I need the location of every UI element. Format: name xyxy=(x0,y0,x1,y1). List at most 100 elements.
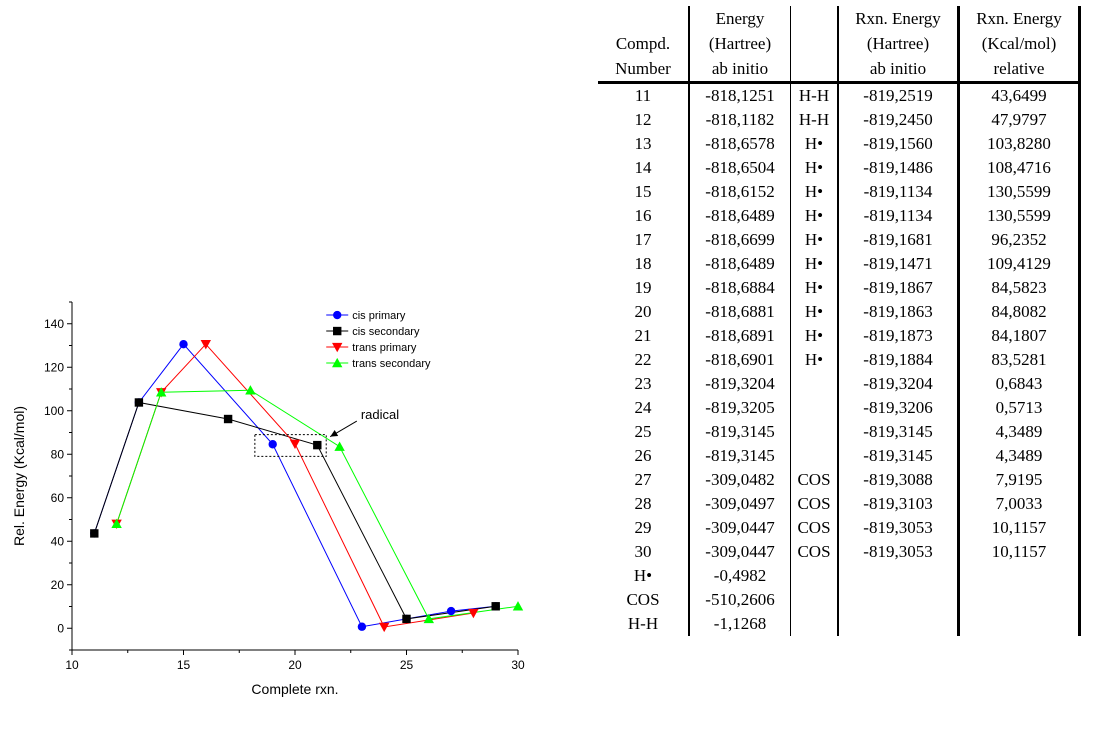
table-header-cell xyxy=(790,56,838,84)
table-cell: 28 xyxy=(598,492,690,516)
table-row: 23 -819,3204 -819,3204 0,6843 xyxy=(598,372,1081,396)
table-row: 19 -818,6884 H• -819,1867 84,5823 xyxy=(598,276,1081,300)
y-tick-label: 80 xyxy=(51,447,65,461)
data-point-cis-primary xyxy=(179,339,188,349)
table-cell: 7,9195 xyxy=(957,468,1081,492)
table-header-cell xyxy=(598,6,690,31)
table-header-cell: ab initio xyxy=(837,56,959,84)
table-cell xyxy=(790,588,838,612)
data-point-cis-secondary xyxy=(313,440,322,450)
table-header-cell xyxy=(790,31,838,56)
table-cell: COS xyxy=(790,468,838,492)
table-cell: H• xyxy=(790,156,838,180)
table-cell: H-H xyxy=(790,82,838,108)
table-cell: 109,4129 xyxy=(957,252,1081,276)
table-cell: -818,6881 xyxy=(688,300,791,324)
table-cell: 22 xyxy=(598,348,690,372)
table-header: Energy Rxn. Energy Rxn. Energy Compd. (Hartr… xyxy=(598,6,1081,84)
table-cell: -819,1486 xyxy=(837,156,959,180)
table-cell: 10,1157 xyxy=(957,540,1081,564)
series-line-trans-primary xyxy=(116,343,474,628)
table-cell: 4,3489 xyxy=(957,420,1081,444)
table-cell: 43,6499 xyxy=(957,82,1081,108)
y-tick-label: 100 xyxy=(44,404,64,418)
table-cell: -819,3145 xyxy=(688,420,791,444)
table-cell xyxy=(957,588,1081,612)
data-point-cis-secondary xyxy=(223,414,233,424)
table-row: 22 -818,6901 H• -819,1884 83,5281 xyxy=(598,348,1081,372)
legend-label: trans secondary xyxy=(352,358,431,370)
y-tick-label: 0 xyxy=(57,621,64,635)
x-tick-label: 15 xyxy=(177,658,191,672)
table-cell: -819,1873 xyxy=(837,324,959,348)
table-cell xyxy=(837,564,959,588)
table-cell: 84,8082 xyxy=(957,300,1081,324)
table-cell: 20 xyxy=(598,300,690,324)
table-cell: COS xyxy=(598,588,690,612)
table-cell: -818,6489 xyxy=(688,204,791,228)
table-cell xyxy=(837,612,959,636)
annotation-label: radical xyxy=(361,407,399,422)
table-cell: 26 xyxy=(598,444,690,468)
data-point-trans-primary xyxy=(289,439,301,450)
y-tick-label: 60 xyxy=(51,491,65,505)
table-cell xyxy=(790,564,838,588)
table-cell: 15 xyxy=(598,180,690,204)
table-cell xyxy=(790,612,838,636)
table-header-cell: ab initio xyxy=(688,56,791,84)
legend-marker-cis-primary xyxy=(333,310,342,320)
table-cell: 19 xyxy=(598,276,690,300)
table-cell: 14 xyxy=(598,156,690,180)
table-row: 24 -819,3205 -819,3206 0,5713 xyxy=(598,396,1081,420)
table-cell: 83,5281 xyxy=(957,348,1081,372)
y-axis-label: Rel. Energy (Kcal/mol) xyxy=(11,406,27,546)
legend-marker-cis-secondary xyxy=(333,326,342,336)
table-row: 30 -309,0447 COS -819,3053 10,1157 xyxy=(598,540,1081,564)
x-tick-label: 30 xyxy=(511,658,525,672)
table-cell: -819,1471 xyxy=(837,252,959,276)
table-cell: -510,2606 xyxy=(688,588,791,612)
table-row: 29 -309,0447 COS -819,3053 10,1157 xyxy=(598,516,1081,540)
table-cell: -819,3088 xyxy=(837,468,959,492)
table-cell: -819,3145 xyxy=(688,444,791,468)
data-point-trans-secondary xyxy=(512,601,524,611)
table-cell: H• xyxy=(790,228,838,252)
table-cell: 18 xyxy=(598,252,690,276)
table-cell: H• xyxy=(790,324,838,348)
table-cell: 27 xyxy=(598,468,690,492)
table-cell: 30 xyxy=(598,540,690,564)
data-point-trans-secondary xyxy=(156,387,167,397)
table-cell: 47,9797 xyxy=(957,108,1081,132)
table-cell: H• xyxy=(790,348,838,372)
table-row: 17 -818,6699 H• -819,1681 96,2352 xyxy=(598,228,1081,252)
table-row: 21 -818,6891 H• -819,1873 84,1807 xyxy=(598,324,1081,348)
table-cell: COS xyxy=(790,516,838,540)
legend-label: trans primary xyxy=(352,342,417,354)
table-cell: 96,2352 xyxy=(957,228,1081,252)
table-row: 13 -818,6578 H• -819,1560 103,8280 xyxy=(598,132,1081,156)
table-cell: 23 xyxy=(598,372,690,396)
table-row: 15 -818,6152 H• -819,1134 130,5599 xyxy=(598,180,1081,204)
y-tick-label: 120 xyxy=(44,360,64,374)
table-cell: 25 xyxy=(598,420,690,444)
table-cell: 16 xyxy=(598,204,690,228)
table-header-cell: Compd. xyxy=(598,31,690,56)
data-point-cis-primary xyxy=(357,622,367,631)
table-cell: H• xyxy=(790,132,838,156)
table-cell: -819,3053 xyxy=(837,516,959,540)
table-cell: 11 xyxy=(598,82,690,108)
table-header-cell: Number xyxy=(598,56,690,84)
table-cell: -818,6489 xyxy=(688,252,791,276)
data-point-cis-primary xyxy=(446,606,456,616)
table-cell: -818,6891 xyxy=(688,324,791,348)
table-header-cell xyxy=(790,6,838,31)
table-cell: -818,6504 xyxy=(688,156,791,180)
data-point-trans-secondary xyxy=(111,518,122,529)
table-cell: H• xyxy=(790,252,838,276)
table-header-cell: (Kcal/mol) xyxy=(957,31,1081,56)
table-header-cell: Rxn. Energy xyxy=(837,6,959,31)
table-cell xyxy=(790,372,838,396)
table-row: 27 -309,0482 COS -819,3088 7,9195 xyxy=(598,468,1081,492)
table-cell: -309,0447 xyxy=(688,540,791,564)
table-cell: -819,3053 xyxy=(837,540,959,564)
